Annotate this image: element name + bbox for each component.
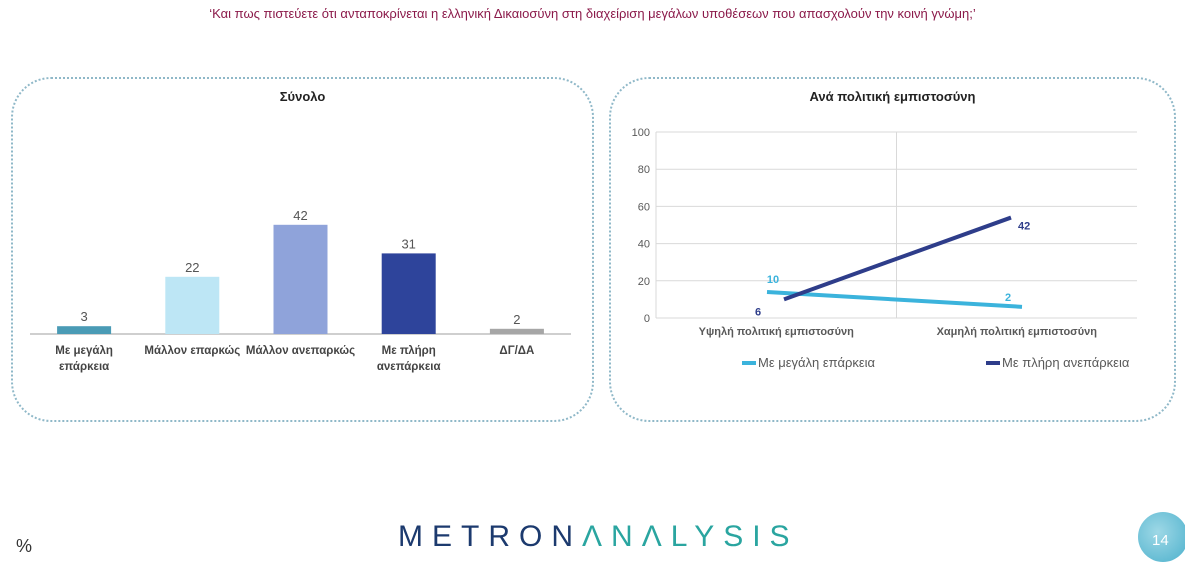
legend-label: Με πλήρη ανεπάρκεια bbox=[1002, 355, 1130, 370]
y-tick-label: 20 bbox=[638, 276, 650, 288]
bar bbox=[165, 276, 220, 334]
bar bbox=[57, 326, 112, 334]
y-tick-label: 80 bbox=[638, 164, 650, 176]
logo-part-1: METRON bbox=[398, 520, 582, 553]
bar bbox=[489, 328, 544, 334]
bar bbox=[381, 253, 436, 334]
bar-data-label: 2 bbox=[513, 312, 520, 327]
bar bbox=[273, 224, 328, 334]
series-data-label: 10 bbox=[767, 274, 779, 286]
bar-data-label: 31 bbox=[401, 236, 415, 251]
bar-category-label: Μάλλον επαρκώς bbox=[144, 345, 240, 357]
bar-category-label: Μάλλον ανεπαρκώς bbox=[246, 345, 355, 357]
line-chart-title: Ανά πολιτική εμπιστοσύνη bbox=[809, 89, 976, 104]
bar-category-label: ΔΓ/ΔΑ bbox=[499, 345, 534, 357]
legend-label: Με μεγάλη επάρκεια bbox=[758, 355, 876, 370]
bar-category-label: Με πλήρη bbox=[382, 345, 436, 357]
series-line bbox=[766, 289, 1023, 309]
series-data-label: 42 bbox=[1018, 221, 1030, 233]
series-data-label: 2 bbox=[1005, 292, 1011, 304]
bar-chart-title: Σύνολο bbox=[279, 89, 326, 104]
y-tick-label: 60 bbox=[638, 201, 650, 213]
series-line bbox=[783, 215, 1012, 302]
bar-data-label: 3 bbox=[80, 309, 87, 324]
bar-category-label: επάρκεια bbox=[59, 361, 109, 373]
bar-data-label: 42 bbox=[293, 208, 307, 223]
question-text: ‘Και πως πιστεύετε ότι ανταποκρίνεται η … bbox=[209, 6, 976, 21]
page-number: 14 bbox=[1152, 532, 1169, 549]
total-panel: Σύνολο bbox=[11, 77, 594, 422]
unit-label: % bbox=[16, 536, 33, 556]
series-data-label: 6 bbox=[755, 306, 761, 318]
metron-analysis-logo: METRONΛNΛLYSIS bbox=[398, 520, 799, 554]
x-category-label: Χαμηλή πολιτική εμπιστοσύνη bbox=[937, 326, 1098, 338]
y-tick-label: 100 bbox=[632, 127, 650, 139]
page-badge-icon bbox=[1138, 512, 1185, 562]
trust-panel: Ανά πολιτική εμπιστοσύνη bbox=[609, 77, 1176, 422]
y-tick-label: 40 bbox=[638, 239, 650, 251]
logo-part-2: ΛNΛLYSIS bbox=[582, 520, 799, 553]
bar-data-label: 22 bbox=[185, 260, 199, 275]
bar-category-label: ανεπάρκεια bbox=[377, 361, 441, 373]
bar-category-label: Με μεγάλη bbox=[55, 345, 113, 357]
y-tick-label: 0 bbox=[644, 313, 650, 325]
x-category-label: Υψηλή πολιτική εμπιστοσύνη bbox=[699, 326, 854, 338]
